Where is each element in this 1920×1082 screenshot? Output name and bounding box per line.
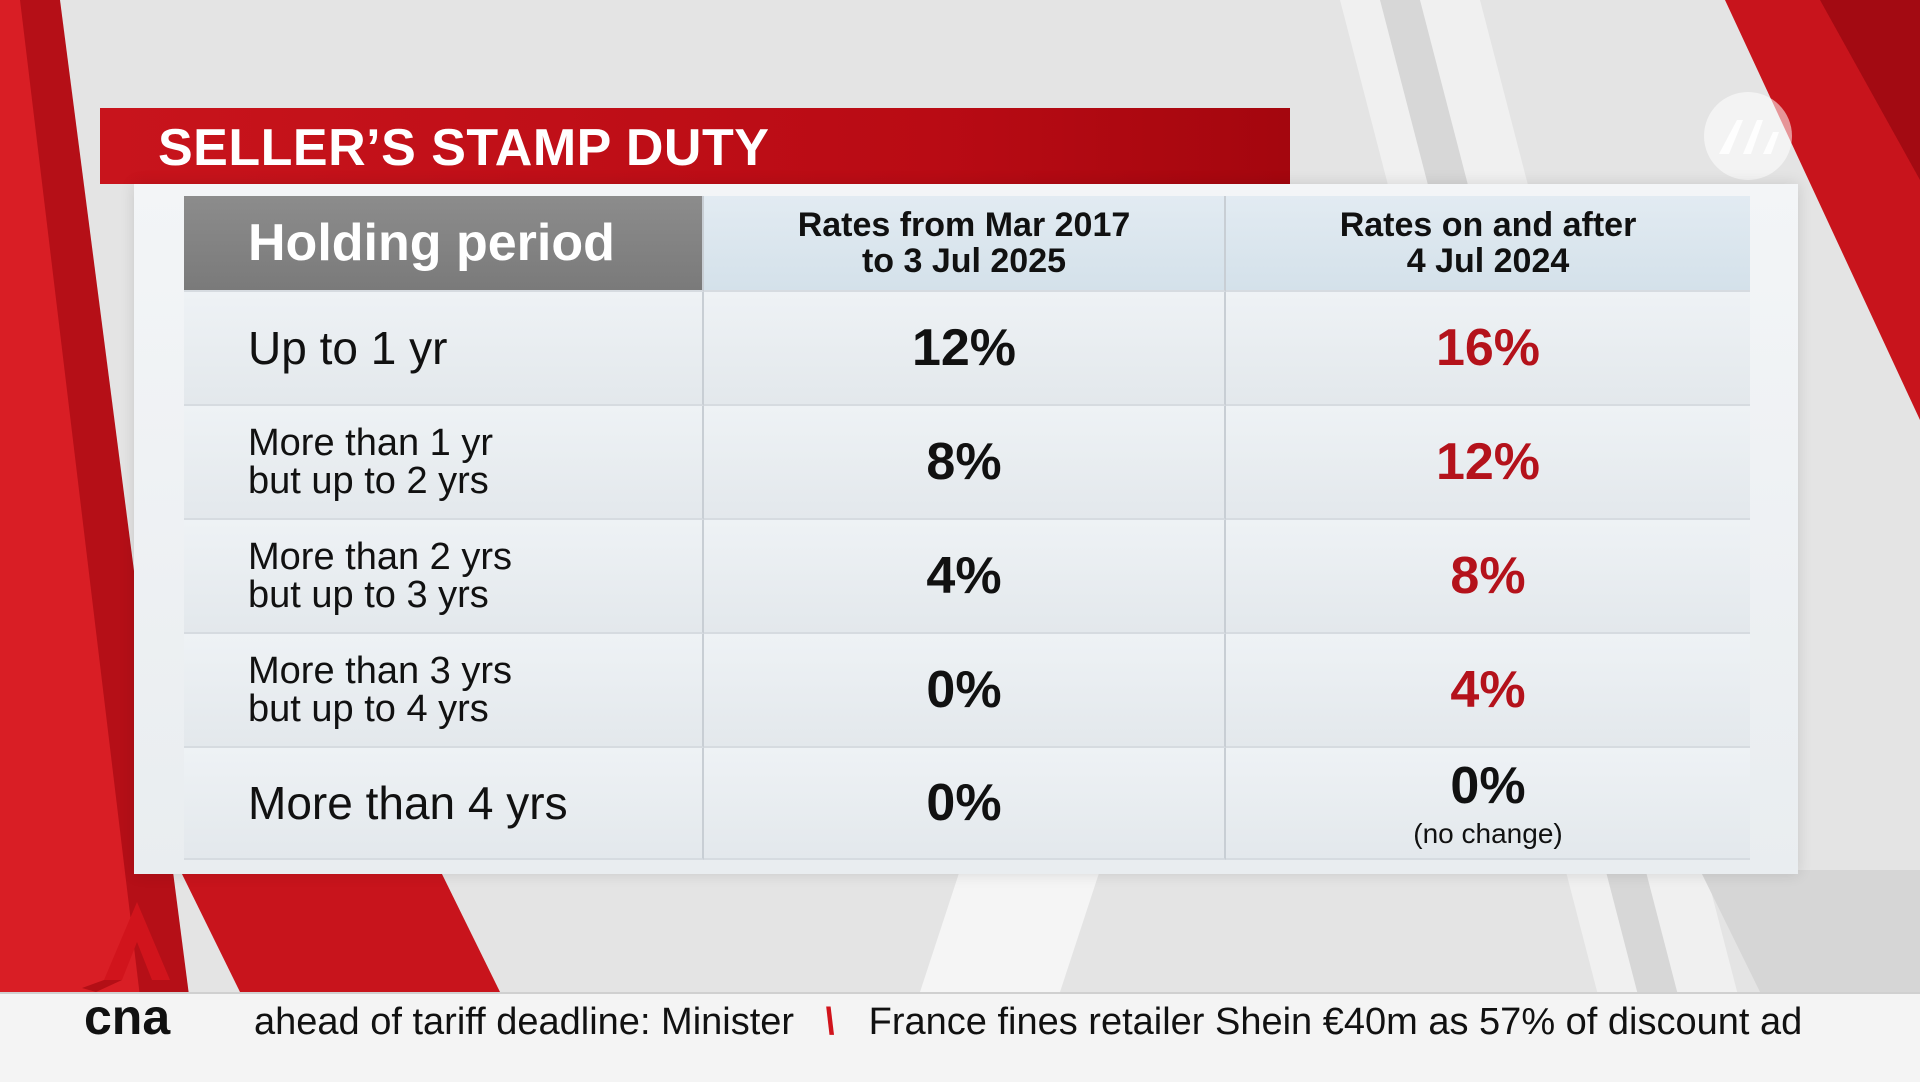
- row-3-old-rate: 4%: [704, 520, 1226, 634]
- row-5-old-rate-value: 0%: [926, 774, 1002, 832]
- logo-text: cna: [84, 989, 171, 1040]
- row-3-period-line1: More than 2 yrs: [248, 536, 512, 578]
- row-1-new-rate-value: 16%: [1435, 319, 1541, 377]
- row-5-period: More than 4 yrs: [184, 748, 704, 860]
- row-4-period-line2: but up to 4 yrs: [248, 688, 489, 730]
- row-5-new-rate-note: (no change): [1413, 818, 1563, 849]
- channel-watermark-icon: [1704, 92, 1792, 180]
- row-1-period-text: Up to 1 yr: [248, 322, 448, 374]
- row-5-period-text: More than 4 yrs: [248, 777, 568, 829]
- header-old-rates-line2: to 3 Jul 2025: [861, 242, 1067, 280]
- row-5-old-rate: 0%: [704, 748, 1226, 860]
- header-holding-period-label: Holding period: [248, 214, 615, 272]
- row-2-period-line2: but up to 2 yrs: [248, 460, 489, 502]
- row-4-new-rate-value: 4%: [1450, 661, 1526, 719]
- title-bar: [100, 108, 1290, 184]
- row-2-old-rate: 8%: [704, 406, 1226, 520]
- header-holding-period: Holding period: [184, 196, 704, 292]
- row-4-period: More than 3 yrs but up to 4 yrs: [184, 634, 704, 748]
- row-2-period-line1: More than 1 yr: [248, 422, 493, 464]
- row-4-new-rate: 4%: [1226, 634, 1750, 748]
- row-4-old-rate-value: 0%: [926, 661, 1002, 719]
- row-1-period: Up to 1 yr: [184, 292, 704, 406]
- row-3-new-rate-value: 8%: [1450, 547, 1526, 605]
- row-4-period-line1: More than 3 yrs: [248, 650, 512, 692]
- row-2-new-rate: 12%: [1226, 406, 1750, 520]
- ticker-item-1: ahead of tariff deadline: Minister: [254, 1001, 795, 1043]
- row-2-period: More than 1 yr but up to 2 yrs: [184, 406, 704, 520]
- row-3-new-rate: 8%: [1226, 520, 1750, 634]
- ticker-item-2: France fines retailer Shein €40m as 57% …: [868, 1001, 1803, 1043]
- row-5-new-rate: 0% (no change): [1226, 748, 1750, 860]
- row-1-new-rate: 16%: [1226, 292, 1750, 406]
- row-5-new-rate-value: 0%: [1450, 757, 1526, 815]
- header-new-rates-line1: Rates on and after: [1339, 206, 1637, 244]
- row-4-old-rate: 0%: [704, 634, 1226, 748]
- row-1-old-rate: 12%: [704, 292, 1226, 406]
- news-ticker: [0, 992, 1920, 1082]
- header-old-rates: Rates from Mar 2017 to 3 Jul 2025: [704, 196, 1226, 292]
- row-2-old-rate-value: 8%: [926, 433, 1002, 491]
- page-title: SELLER’S STAMP DUTY: [158, 119, 770, 177]
- row-3-period: More than 2 yrs but up to 3 yrs: [184, 520, 704, 634]
- cna-logo-icon: cna: [78, 900, 196, 1045]
- ticker-separator: \: [824, 1001, 835, 1043]
- ticker-text: ahead of tariff deadline: Minister \ Franc…: [254, 1000, 1802, 1044]
- row-2-new-rate-value: 12%: [1435, 433, 1541, 491]
- row-3-period-line2: but up to 3 yrs: [248, 574, 489, 616]
- header-old-rates-line1: Rates from Mar 2017: [797, 206, 1131, 244]
- row-1-old-rate-value: 12%: [911, 319, 1017, 377]
- header-new-rates-line2: 4 Jul 2024: [1406, 242, 1570, 280]
- header-new-rates: Rates on and after 4 Jul 2024: [1226, 196, 1750, 292]
- stamp-duty-table: Holding period Rates from Mar 2017 to 3 …: [184, 196, 1750, 860]
- row-3-old-rate-value: 4%: [926, 547, 1002, 605]
